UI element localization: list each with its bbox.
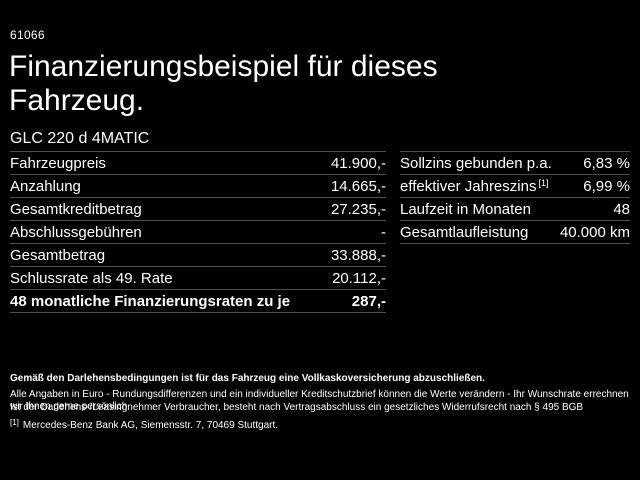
table-row: Gesamtbetrag 33.888,-	[10, 244, 386, 267]
table-row: Laufzeit in Monaten 48	[400, 198, 630, 221]
row-label: Abschlussgebühren	[10, 223, 142, 241]
vehicle-code: 61066	[10, 28, 45, 42]
insurance-note: Gemäß den Darlehensbedingungen ist für d…	[10, 373, 485, 384]
row-label: Gesamtbetrag	[10, 246, 106, 264]
footnote-marker: [1]	[10, 418, 19, 427]
table-row: Schlussrate als 49. Rate 20.112,-	[10, 267, 386, 290]
row-label: Anzahlung	[10, 177, 81, 195]
row-label: 48 monatliche Finanzierungsraten zu je	[10, 292, 291, 310]
row-value: 14.665,-	[330, 177, 386, 195]
table-row-monthly-rate: 48 monatliche Finanzierungsraten zu je 2…	[10, 290, 386, 313]
finance-table: Fahrzeugpreis 41.900,- Anzahlung 14.665,…	[10, 151, 386, 313]
row-label: Gesamtkreditbetrag	[10, 200, 142, 218]
row-value: 27.235,-	[330, 200, 386, 218]
disclaimer-line: Alle Angaben in Euro - Rundungsdifferenz…	[10, 389, 629, 412]
row-label: Sollzins gebunden p.a.	[400, 154, 552, 172]
page-title-line1: Finanzierungsbeispiel für dieses	[9, 50, 438, 83]
row-label: Gesamtlaufleistung	[400, 223, 529, 241]
row-value: 33.888,-	[330, 246, 386, 264]
table-row: Abschlussgebühren -	[10, 221, 386, 244]
conditions-table: Sollzins gebunden p.a. 6,83 % effektiver…	[400, 151, 630, 244]
row-value: -	[381, 223, 386, 241]
disclaimer-line: Ist der Darlehens-/Leasingnehmer Verbrau…	[10, 402, 584, 413]
row-label: Schlussrate als 49. Rate	[10, 269, 173, 287]
row-value: 41.900,-	[330, 154, 386, 172]
table-row: Gesamtkreditbetrag 27.235,-	[10, 198, 386, 221]
footnote: [1] Mercedes-Benz Bank AG, Siemensstr. 7,…	[10, 418, 632, 432]
page-title-line2: Fahrzeug.	[9, 84, 145, 117]
table-row: Fahrzeugpreis 41.900,-	[10, 152, 386, 175]
table-row: Gesamtlaufleistung 40.000 km	[400, 221, 630, 244]
row-label: Laufzeit in Monaten	[400, 200, 531, 218]
row-label: Fahrzeugpreis	[10, 154, 106, 172]
row-value: 48	[613, 200, 630, 218]
footnote-ref: [1]	[538, 177, 549, 188]
table-row: Anzahlung 14.665,-	[10, 175, 386, 198]
row-value: 6,99 %	[583, 177, 630, 195]
table-row: effektiver Jahreszins [1] 6,99 %	[400, 175, 630, 198]
row-value: 287,-	[351, 292, 386, 310]
model-name: GLC 220 d 4MATIC	[10, 130, 150, 147]
row-value: 6,83 %	[583, 154, 630, 172]
table-row: Sollzins gebunden p.a. 6,83 %	[400, 152, 630, 175]
row-value: 20.112,-	[332, 269, 386, 287]
page-title: Finanzierungsbeispiel für dieses Fahrzeu…	[9, 50, 438, 118]
row-value: 40.000 km	[559, 223, 630, 241]
footnote-text: Mercedes-Benz Bank AG, Siemensstr. 7, 70…	[22, 420, 279, 431]
row-label: effektiver Jahreszins [1]	[400, 177, 549, 195]
